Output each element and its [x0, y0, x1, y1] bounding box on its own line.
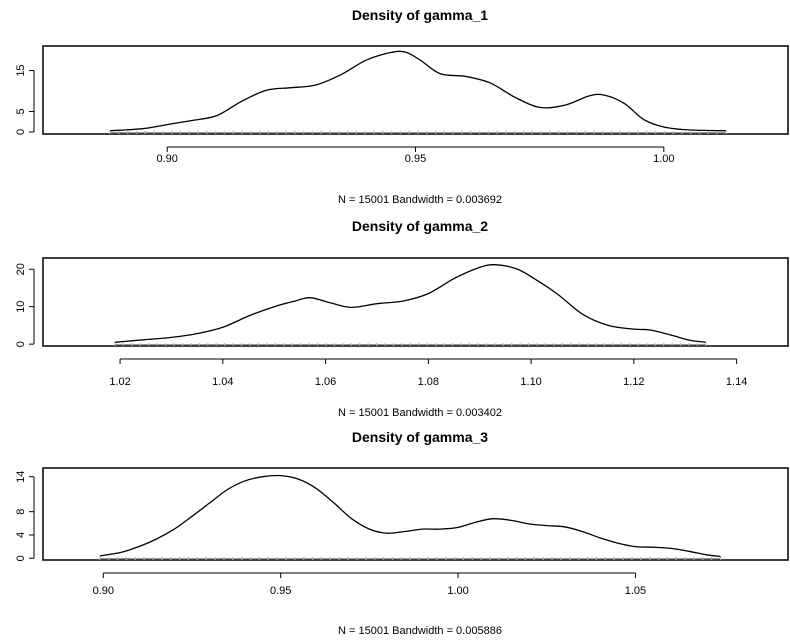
plot-frame: [42, 257, 789, 347]
y-tick-label: 20: [15, 263, 27, 275]
chart-title: Density of gamma_2: [352, 218, 488, 234]
y-tick-label: 0: [15, 555, 27, 561]
panel-gamma-1: Density of gamma_1 0.90 0.95 1.00 0 5 15 N = …: [15, 7, 789, 206]
axis-ticks: 0.90 0.95 1.00 0 5 15: [15, 64, 675, 165]
x-tick-label: 1.10: [520, 376, 541, 388]
x-axis-label: N = 15001 Bandwidth = 0.003692: [338, 194, 502, 206]
y-tick-label: 8: [15, 509, 27, 515]
y-tick-label: 10: [15, 301, 27, 313]
x-tick-label: 1.08: [418, 376, 439, 388]
density-curve: [114, 264, 706, 343]
x-tick-label: 0.90: [156, 153, 177, 165]
y-tick-label: 0: [15, 129, 27, 135]
plot-frame: [42, 45, 789, 135]
rug-marks: [99, 557, 722, 560]
axis-ticks: 1.02 1.04 1.06 1.08 1.10 1.12 1.14 0 10 20: [15, 263, 747, 388]
x-axis-label: N = 15001 Bandwidth = 0.003402: [338, 407, 502, 419]
x-tick-label: 1.06: [315, 376, 336, 388]
rug-marks: [109, 131, 727, 134]
panel-gamma-3: Density of gamma_3 0.90 0.95 1.00 1.05 0 4 8 14…: [15, 429, 789, 637]
x-tick-label: 1.12: [623, 376, 644, 388]
density-curve: [109, 50, 726, 132]
x-tick-label: 0.95: [270, 585, 291, 597]
rug-marks: [114, 343, 707, 346]
plot-frame: [42, 467, 789, 561]
y-tick-label: 0: [15, 341, 27, 347]
chart-title: Density of gamma_1: [352, 7, 488, 23]
x-tick-label: 1.02: [109, 376, 130, 388]
y-tick-label: 15: [15, 64, 27, 76]
x-axis-label: N = 15001 Bandwidth = 0.005886: [338, 625, 502, 637]
axis-ticks: 0.90 0.95 1.00 1.05 0 4 8 14: [15, 471, 646, 597]
x-tick-label: 0.95: [405, 153, 426, 165]
x-tick-label: 1.14: [726, 376, 747, 388]
x-tick-label: 1.00: [653, 153, 674, 165]
x-tick-label: 1.04: [212, 376, 233, 388]
density-curve: [99, 474, 721, 558]
x-tick-label: 0.90: [93, 585, 114, 597]
x-tick-label: 1.00: [447, 585, 468, 597]
y-tick-label: 5: [15, 108, 27, 114]
x-tick-label: 1.05: [625, 585, 646, 597]
y-tick-label: 4: [15, 532, 27, 538]
panel-gamma-2: Density of gamma_2 1.02 1.04 1.06 1.08 1.10 1…: [15, 218, 789, 419]
chart-title: Density of gamma_3: [352, 429, 488, 445]
y-tick-label: 14: [15, 471, 27, 483]
